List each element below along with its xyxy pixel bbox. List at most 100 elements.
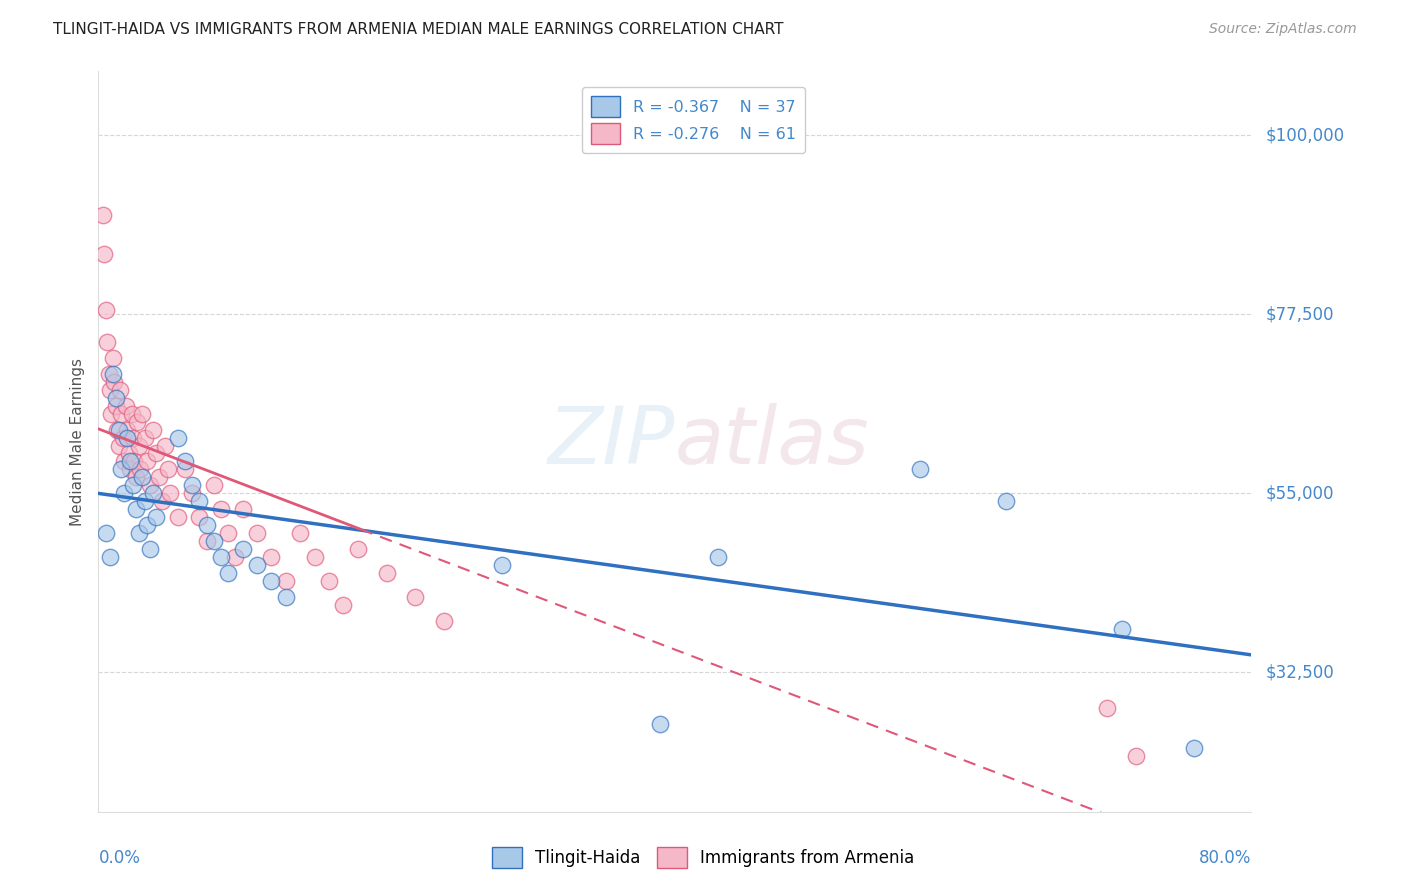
Point <box>202 534 225 549</box>
Point <box>139 541 162 556</box>
Point <box>139 478 162 492</box>
Point <box>188 494 211 508</box>
Point <box>260 549 283 564</box>
Point <box>188 510 211 524</box>
Point <box>131 407 153 421</box>
Point <box>650 717 672 731</box>
Point <box>145 446 167 460</box>
Point <box>93 247 115 261</box>
Point <box>121 407 143 421</box>
Point <box>150 494 173 508</box>
Point <box>375 566 398 580</box>
Point <box>142 423 165 437</box>
Legend: Tlingit-Haida, Immigrants from Armenia: Tlingit-Haida, Immigrants from Armenia <box>485 840 921 875</box>
Point <box>97 367 120 381</box>
Point <box>707 549 730 564</box>
Text: 80.0%: 80.0% <box>1199 849 1251 867</box>
Point <box>129 462 152 476</box>
Text: atlas: atlas <box>675 402 870 481</box>
Point <box>107 438 129 452</box>
Point <box>127 415 149 429</box>
Point <box>1182 741 1205 756</box>
Text: Source: ZipAtlas.com: Source: ZipAtlas.com <box>1209 22 1357 37</box>
Point <box>103 375 125 389</box>
Point <box>260 574 283 588</box>
Point <box>195 518 218 533</box>
Text: TLINGIT-HAIDA VS IMMIGRANTS FROM ARMENIA MEDIAN MALE EARNINGS CORRELATION CHART: TLINGIT-HAIDA VS IMMIGRANTS FROM ARMENIA… <box>53 22 785 37</box>
Point <box>111 431 134 445</box>
Point <box>122 478 145 492</box>
Point <box>110 462 132 476</box>
Point <box>112 486 135 500</box>
Point <box>174 462 197 476</box>
Point <box>224 549 246 564</box>
Point <box>217 566 239 580</box>
Point <box>134 494 156 508</box>
Point <box>100 407 122 421</box>
Point <box>120 462 142 476</box>
Point <box>156 462 179 476</box>
Point <box>290 526 312 541</box>
Point <box>128 438 150 452</box>
Point <box>274 574 297 588</box>
Point <box>246 526 269 541</box>
Point <box>142 486 165 500</box>
Point <box>209 502 232 516</box>
Point <box>94 526 117 541</box>
Point <box>101 351 124 365</box>
Point <box>112 454 135 468</box>
Point <box>174 454 197 468</box>
Point <box>202 478 225 492</box>
Text: 0.0%: 0.0% <box>98 849 141 867</box>
Point <box>94 303 117 318</box>
Point <box>346 541 368 556</box>
Point <box>98 549 121 564</box>
Point <box>274 590 297 604</box>
Point <box>104 399 127 413</box>
Point <box>136 518 159 533</box>
Point <box>145 510 167 524</box>
Point <box>1097 701 1119 715</box>
Point <box>1111 622 1133 636</box>
Point <box>246 558 269 572</box>
Point <box>195 534 218 549</box>
Point <box>110 407 132 421</box>
Point <box>107 423 129 437</box>
Point <box>1125 749 1147 764</box>
Point <box>117 431 139 445</box>
Point <box>114 399 136 413</box>
Point <box>125 470 148 484</box>
Point <box>209 549 232 564</box>
Point <box>231 541 254 556</box>
Point <box>217 526 239 541</box>
Point <box>136 454 159 468</box>
Point <box>125 502 148 516</box>
Point <box>181 486 204 500</box>
Point <box>433 614 456 628</box>
Point <box>318 574 340 588</box>
Point <box>91 208 114 222</box>
Point <box>122 431 145 445</box>
Point <box>104 391 127 405</box>
Text: ZIP: ZIP <box>547 402 675 481</box>
Point <box>98 383 121 397</box>
Text: $100,000: $100,000 <box>1265 126 1344 144</box>
Text: $32,500: $32,500 <box>1265 664 1334 681</box>
Point <box>166 431 188 445</box>
Point <box>159 486 181 500</box>
Point <box>304 549 326 564</box>
Point <box>118 446 141 460</box>
Point <box>153 438 176 452</box>
Point <box>96 334 118 349</box>
Legend: R = -0.367    N = 37, R = -0.276    N = 61: R = -0.367 N = 37, R = -0.276 N = 61 <box>582 87 806 153</box>
Point <box>120 454 142 468</box>
Text: $77,500: $77,500 <box>1265 305 1334 323</box>
Y-axis label: Median Male Earnings: Median Male Earnings <box>70 358 86 525</box>
Point <box>166 510 188 524</box>
Point <box>131 470 153 484</box>
Point <box>995 494 1018 508</box>
Text: $55,000: $55,000 <box>1265 484 1334 502</box>
Point <box>105 423 128 437</box>
Point <box>148 470 170 484</box>
Point <box>181 478 204 492</box>
